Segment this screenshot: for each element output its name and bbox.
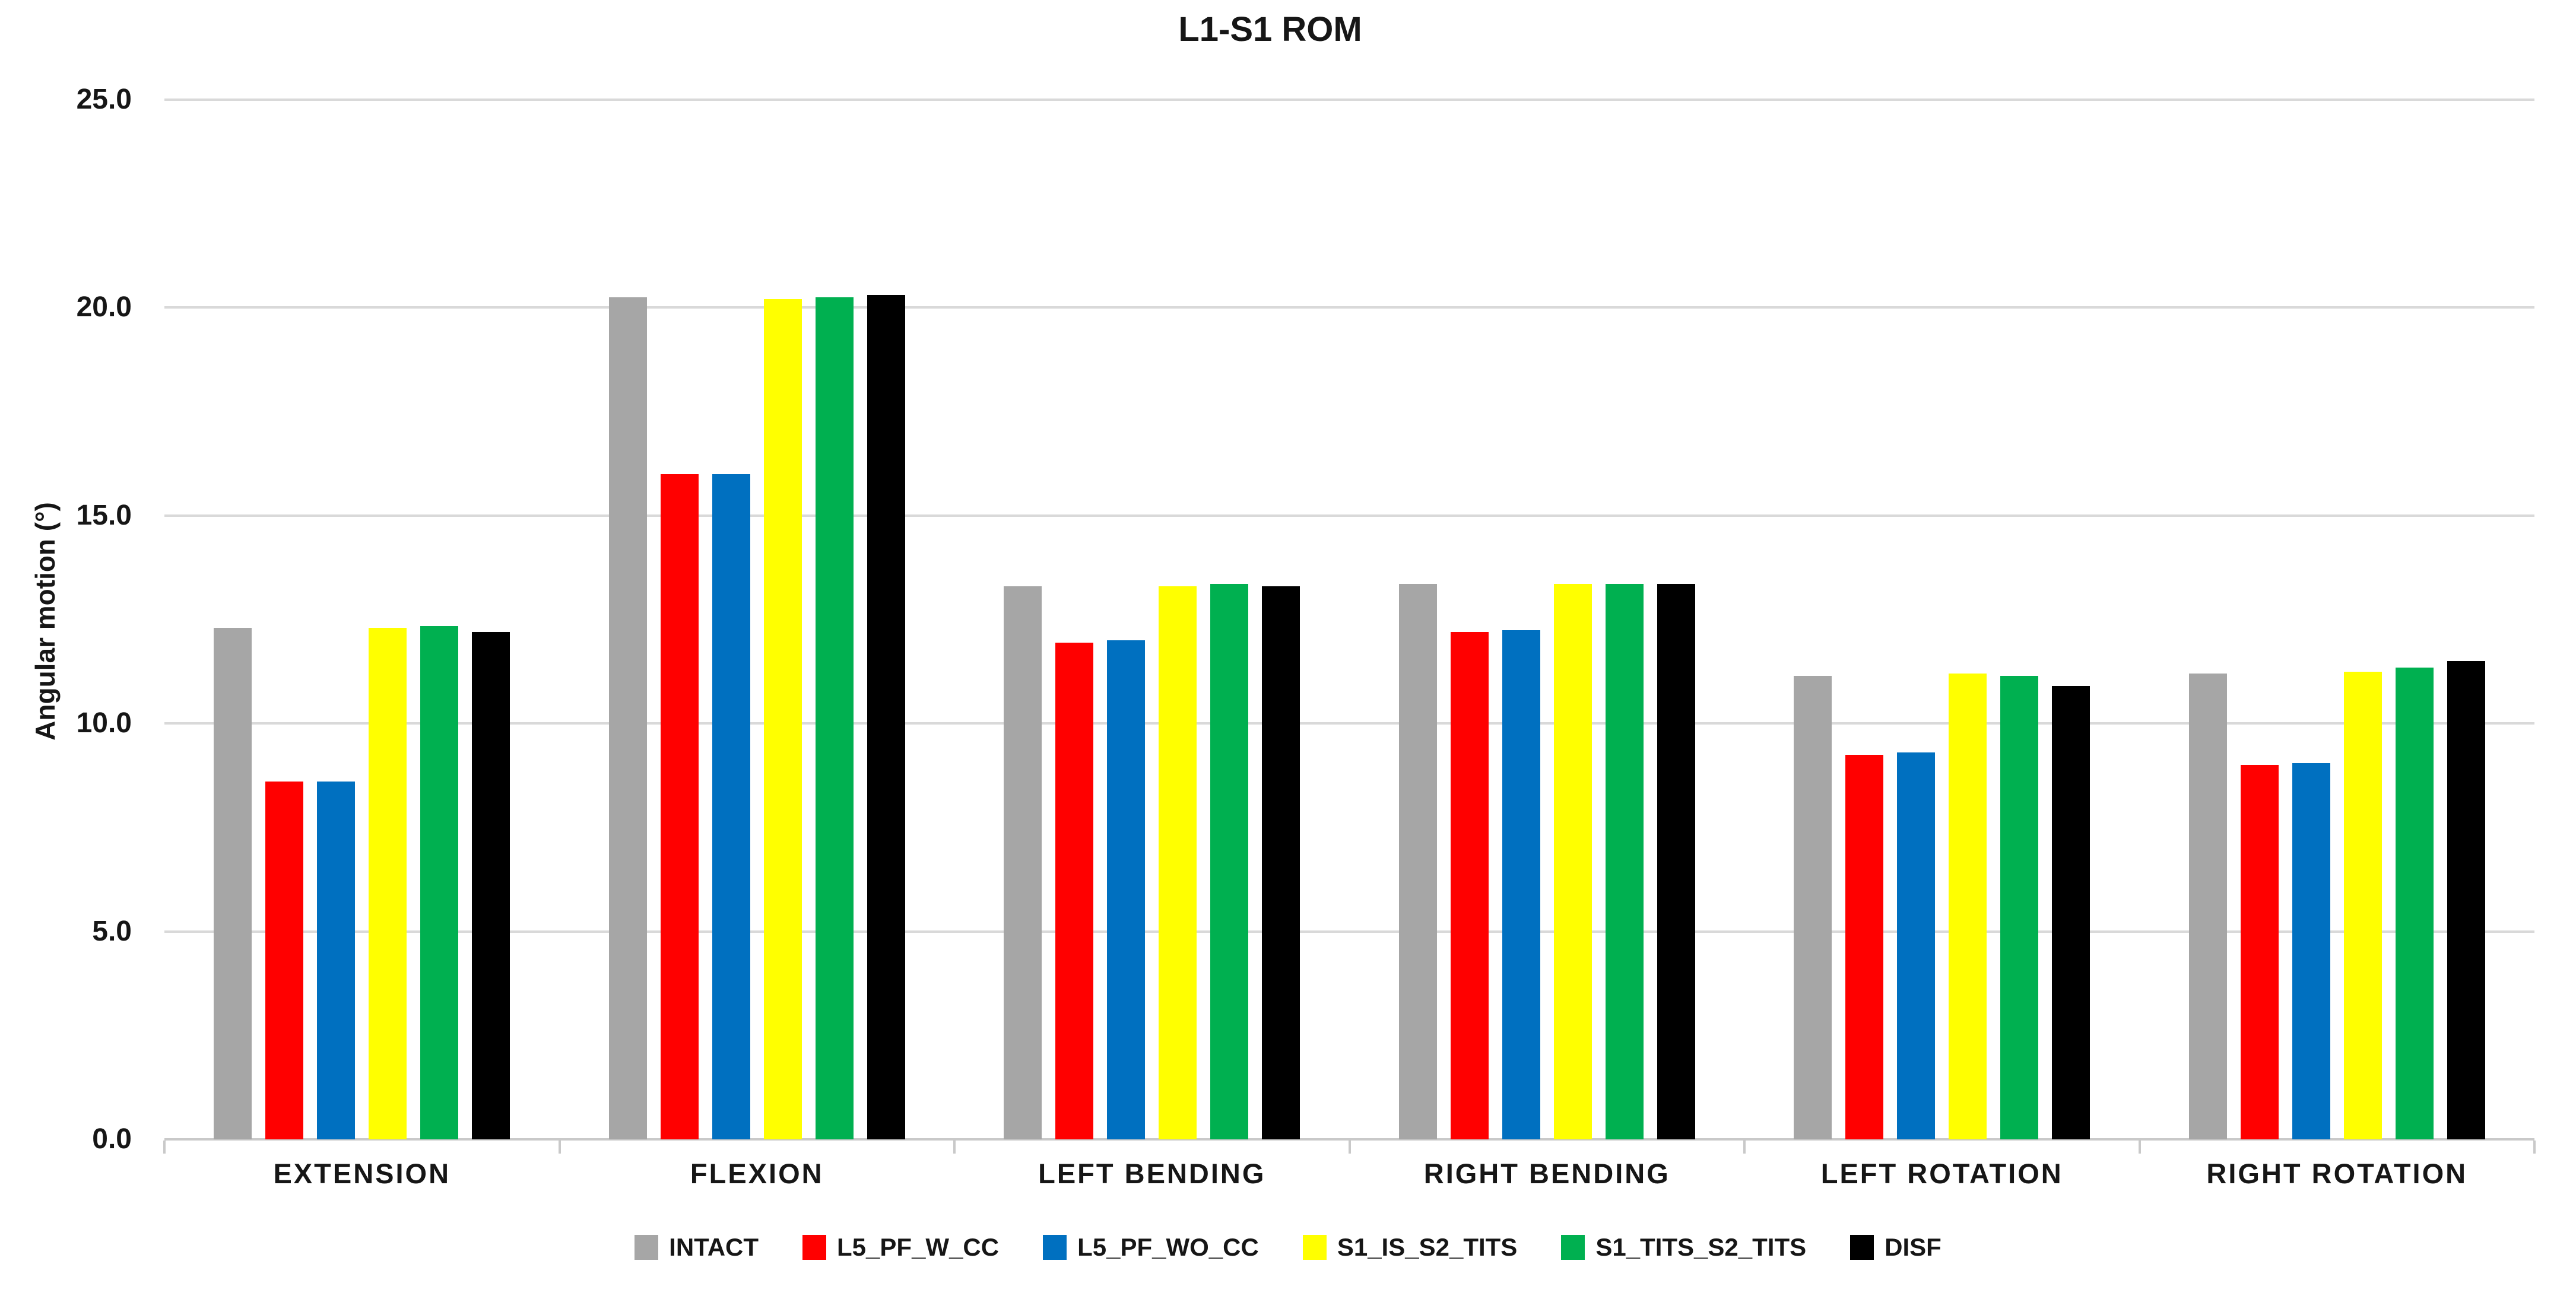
y-tick-label: 5.0 — [92, 915, 132, 947]
category-label: EXTENSION — [273, 1158, 451, 1189]
bar — [763, 299, 802, 1139]
y-tick-label: 0.0 — [92, 1123, 132, 1155]
legend-item: S1_IS_S2_TITS — [1302, 1233, 1518, 1262]
legend-label: L5_PF_W_CC — [837, 1233, 1000, 1261]
legend-swatch — [635, 1235, 659, 1260]
bar — [1605, 584, 1644, 1139]
legend-swatch — [1561, 1235, 1585, 1260]
axis-tick-mark — [1743, 1141, 1746, 1154]
legend: INTACT L5_PF_W_CC L5_PF_WO_CC S1_IS_S2_TITS… — [0, 1233, 2576, 1262]
axis-tick-mark — [953, 1141, 956, 1154]
bar — [1450, 632, 1489, 1139]
category-label: LEFT BENDING — [1038, 1158, 1266, 1189]
axis-tick-mark — [558, 1141, 561, 1154]
bar — [2395, 667, 2434, 1139]
bar — [1657, 584, 1695, 1139]
legend-label: S1_IS_S2_TITS — [1337, 1233, 1518, 1261]
gridline — [164, 722, 2534, 725]
legend-label: INTACT — [669, 1233, 759, 1261]
bar — [1897, 752, 1936, 1139]
plot-area — [163, 99, 2536, 1154]
bar — [214, 628, 252, 1139]
bar — [2240, 765, 2279, 1139]
axis-tick-mark — [2138, 1141, 2141, 1154]
legend-item: L5_PF_WO_CC — [1043, 1233, 1259, 1262]
bar — [2000, 675, 2039, 1139]
legend-item: DISF — [1850, 1233, 1941, 1262]
axis-tick-mark — [2533, 1141, 2536, 1154]
bar-group — [2140, 100, 2535, 1139]
bar-group — [560, 100, 955, 1139]
bar — [1502, 630, 1540, 1139]
bar — [867, 295, 905, 1139]
bar — [608, 297, 647, 1139]
bar-group — [164, 100, 560, 1139]
legend-item: S1_TITS_S2_TITS — [1561, 1233, 1806, 1262]
bar-groups — [164, 100, 2534, 1139]
legend-label: S1_TITS_S2_TITS — [1595, 1233, 1807, 1261]
axis-tick-mark — [1348, 1141, 1351, 1154]
bar — [2052, 686, 2090, 1139]
y-tick-label: 10.0 — [76, 707, 132, 739]
bar — [317, 782, 356, 1139]
gridline — [164, 514, 2534, 517]
y-axis-tick-labels: 25.0 20.0 15.0 10.0 5.0 0.0 — [0, 84, 132, 1155]
bar — [2343, 671, 2382, 1139]
bar — [369, 628, 407, 1139]
legend-swatch — [802, 1235, 827, 1260]
legend-swatch — [1850, 1235, 1874, 1260]
bar — [1845, 754, 1884, 1139]
category-label: LEFT ROTATION — [1820, 1158, 2063, 1189]
bar — [815, 297, 854, 1139]
bar — [1949, 674, 1987, 1139]
legend-item: INTACT — [635, 1233, 759, 1262]
x-axis-line — [164, 1138, 2534, 1141]
axis-tick-mark — [163, 1141, 166, 1154]
legend-label: L5_PF_WO_CC — [1077, 1233, 1259, 1261]
bar — [265, 782, 304, 1139]
legend-item: L5_PF_W_CC — [802, 1233, 999, 1262]
bar — [1055, 642, 1094, 1139]
bar — [2447, 661, 2485, 1139]
chart-title: L1-S1 ROM — [1178, 10, 1362, 49]
bar-group — [954, 100, 1350, 1139]
bar-group — [1350, 100, 1745, 1139]
bar — [472, 632, 510, 1139]
bar — [1004, 586, 1042, 1139]
bar — [1794, 675, 1832, 1139]
bar — [1398, 584, 1437, 1139]
bar — [1553, 584, 1592, 1139]
bar — [660, 474, 699, 1139]
bar — [2188, 674, 2227, 1139]
x-axis-category-labels: EXTENSION FLEXION LEFT BENDING RIGHT BENDIN… — [164, 1157, 2534, 1190]
bar — [1210, 584, 1249, 1139]
category-label: RIGHT ROTATION — [2206, 1158, 2468, 1189]
legend-swatch — [1043, 1235, 1067, 1260]
bar — [1107, 640, 1146, 1139]
category-label: FLEXION — [690, 1158, 824, 1189]
gridline — [164, 930, 2534, 933]
bar — [420, 625, 459, 1139]
bar — [2292, 763, 2330, 1139]
gridline — [164, 306, 2534, 309]
legend-label: DISF — [1885, 1233, 1941, 1261]
legend-swatch — [1302, 1235, 1327, 1260]
bar — [712, 474, 750, 1139]
y-tick-label: 25.0 — [76, 84, 132, 115]
y-tick-label: 15.0 — [76, 499, 132, 531]
gridline — [164, 99, 2534, 101]
y-tick-label: 20.0 — [76, 291, 132, 323]
category-label: RIGHT BENDING — [1423, 1158, 1670, 1189]
bar — [1159, 586, 1197, 1139]
bar — [1262, 586, 1300, 1139]
bar-group — [1744, 100, 2140, 1139]
